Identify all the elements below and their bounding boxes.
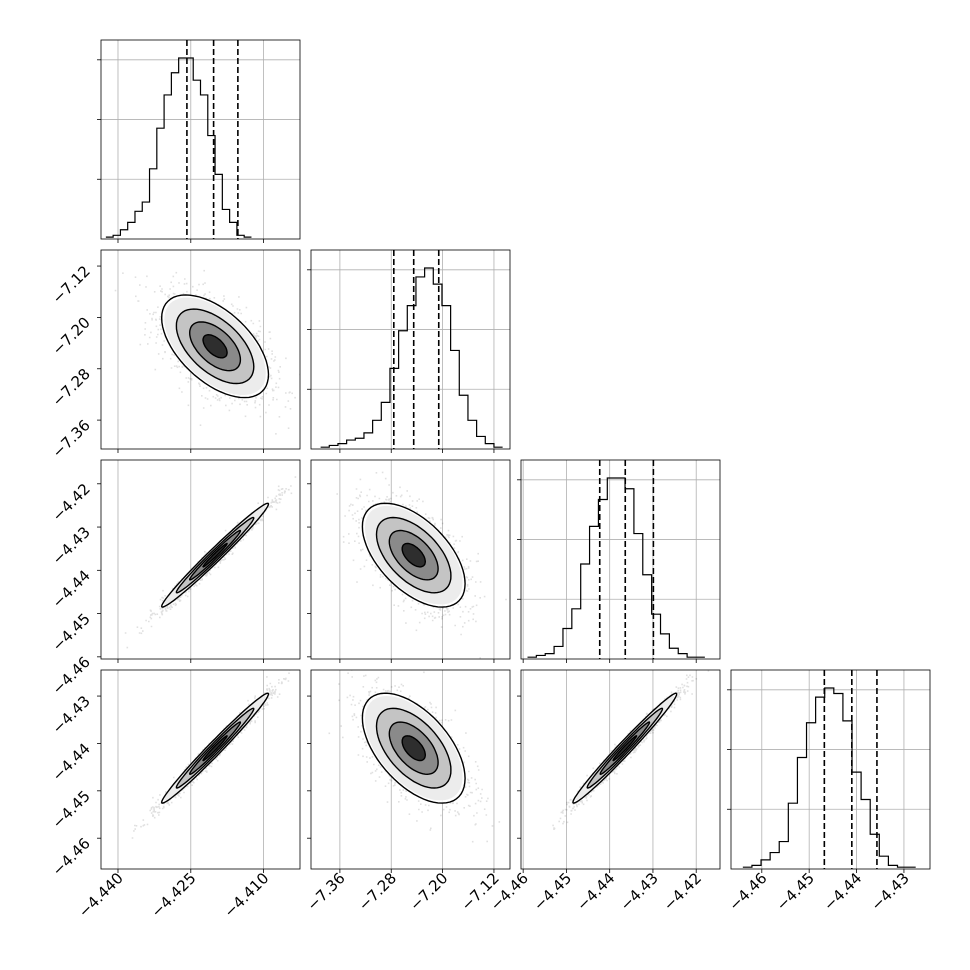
y-tick-label: −4.45 — [49, 610, 94, 655]
contour-line — [375, 516, 452, 594]
x-tick-label: −4.43 — [617, 869, 662, 914]
density-fill — [402, 735, 426, 761]
y-tick-label: −4.42 — [49, 480, 94, 525]
contour-line — [188, 721, 242, 776]
y-tick-label: −4.46 — [49, 653, 94, 698]
contour-line — [612, 735, 638, 762]
x-tick-label: −4.45 — [530, 869, 575, 914]
contour-line — [599, 721, 651, 776]
contour-line — [361, 502, 466, 608]
density-layer — [552, 670, 710, 830]
y-tick-label: −4.43 — [49, 523, 94, 568]
contour-line — [202, 333, 228, 359]
axes-frame — [100, 669, 301, 870]
y-tick-label: −4.46 — [49, 834, 94, 879]
axes-frame — [520, 669, 721, 870]
panel-1-1 — [307, 249, 511, 453]
x-tick-label: −4.410 — [220, 869, 272, 921]
y-tick-label: −7.12 — [49, 262, 94, 307]
panel-2-0: −4.46−4.45−4.44−4.43−4.42 — [49, 459, 301, 698]
density-layer — [124, 476, 297, 649]
density-layer — [328, 670, 501, 843]
y-tick-label: −7.20 — [49, 314, 94, 359]
panel-1-0: −7.36 −7.28 −7.20 −7.12 — [49, 249, 301, 461]
contour-line — [401, 542, 427, 568]
density-layer — [131, 670, 291, 839]
contour-line — [572, 692, 678, 804]
panel-2-2 — [517, 459, 721, 663]
panel-3-3: −4.46 −4.45 −4.44 −4.43 — [725, 669, 931, 914]
density-fill — [203, 543, 228, 567]
panel-2-1 — [307, 459, 511, 663]
x-tick-label: −4.440 — [75, 869, 127, 921]
y-tick-label: −4.45 — [49, 787, 94, 832]
x-tick-label: −4.425 — [148, 869, 200, 921]
y-tick-label: −7.36 — [49, 416, 94, 461]
density-layer — [336, 471, 507, 659]
contour-line — [160, 294, 270, 399]
x-tick-label: −4.42 — [660, 869, 705, 914]
x-tick-label: −7.36 — [303, 869, 348, 914]
x-tick-label: −4.44 — [573, 869, 618, 914]
axes-frame — [520, 459, 721, 660]
x-tick-label: −4.43 — [868, 869, 913, 914]
contour-line — [202, 735, 228, 762]
axes-frame — [100, 39, 301, 240]
axes-frame — [310, 669, 511, 870]
contour-line — [361, 692, 466, 804]
histogram-step — [527, 477, 705, 658]
density-fill — [203, 334, 228, 358]
x-tick-label: −4.44 — [820, 869, 865, 914]
contour-line — [188, 321, 242, 372]
density-layer — [114, 269, 300, 435]
contour-line — [202, 542, 228, 568]
panel-3-0: −4.440 −4.425 −4.410 −4.46−4.45−4.44−4.43 — [49, 669, 301, 921]
x-tick-label: −4.45 — [773, 869, 818, 914]
x-tick-label: −7.20 — [406, 869, 451, 914]
panel-0-0 — [97, 39, 301, 243]
y-tick-label: −4.44 — [49, 566, 94, 611]
axes-frame — [730, 669, 931, 870]
contour-line — [175, 308, 255, 385]
histogram-step — [105, 57, 252, 238]
contour-line — [188, 529, 242, 581]
contour-line — [175, 516, 255, 594]
y-tick-label: −4.44 — [49, 740, 94, 785]
contour-line — [586, 707, 664, 789]
contour-line — [375, 707, 452, 789]
axes-frame — [100, 459, 301, 660]
histogram-step — [742, 687, 916, 868]
density-fill — [203, 735, 228, 761]
x-tick-label: −7.28 — [355, 869, 400, 914]
panel-3-1: −7.36 −7.28 −7.20 −7.12 — [303, 669, 511, 914]
y-tick-label: −4.43 — [49, 692, 94, 737]
density-fill — [402, 543, 426, 567]
axes-frame — [310, 459, 511, 660]
contour-line — [160, 692, 270, 804]
panel-3-2: −4.46−4.45−4.44−4.43−4.42 — [487, 669, 721, 914]
contour-line — [401, 735, 427, 762]
histogram-step — [320, 267, 503, 448]
contour-line — [388, 721, 439, 776]
density-fill — [613, 735, 637, 761]
axes-frame — [100, 249, 301, 450]
contour-line — [175, 707, 255, 789]
y-tick-label: −7.28 — [49, 365, 94, 410]
axes-frame — [310, 249, 511, 450]
x-tick-label: −4.46 — [725, 869, 770, 914]
contour-line — [160, 502, 270, 608]
contour-line — [388, 529, 439, 581]
